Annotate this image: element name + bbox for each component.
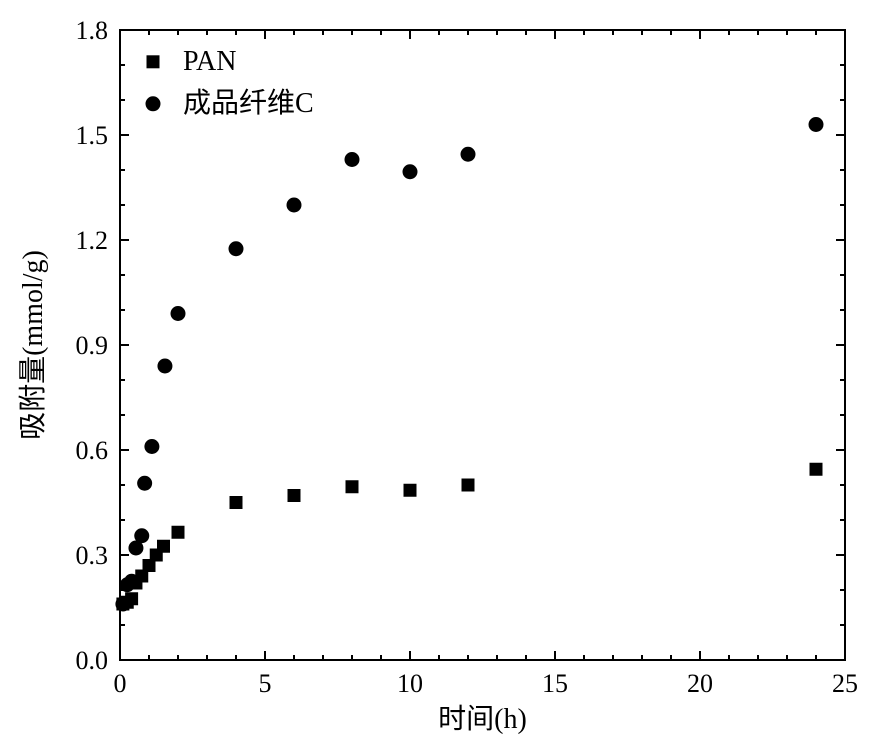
y-axis-label: 吸附量(mmol/g) [17, 250, 49, 440]
svg-text:0.3: 0.3 [76, 541, 109, 570]
x-axis-label: 时间(h) [438, 703, 527, 735]
svg-text:25: 25 [832, 669, 858, 698]
svg-text:20: 20 [687, 669, 713, 698]
svg-text:0.0: 0.0 [76, 646, 109, 675]
chart-container: 0 5 10 15 20 25 时间(h) 0.0 0.3 0.6 0.9 1.2 1.5 1.8 吸附量(… [0, 0, 875, 735]
svg-text:0.9: 0.9 [76, 331, 109, 360]
svg-text:0.6: 0.6 [76, 436, 109, 465]
svg-text:15: 15 [542, 669, 568, 698]
svg-text:1.2: 1.2 [76, 226, 109, 255]
scatter-chart: 0 5 10 15 20 25 时间(h) 0.0 0.3 0.6 0.9 1.2 1.5 1.8 吸附量(… [0, 0, 875, 735]
legend-label-0: PAN [183, 46, 236, 77]
svg-text:10: 10 [397, 669, 423, 698]
legend-label-1: 成品纤维C [183, 87, 314, 119]
svg-text:5: 5 [259, 669, 272, 698]
svg-text:1.5: 1.5 [76, 121, 109, 150]
svg-text:0: 0 [114, 669, 127, 698]
svg-text:1.8: 1.8 [76, 16, 109, 45]
